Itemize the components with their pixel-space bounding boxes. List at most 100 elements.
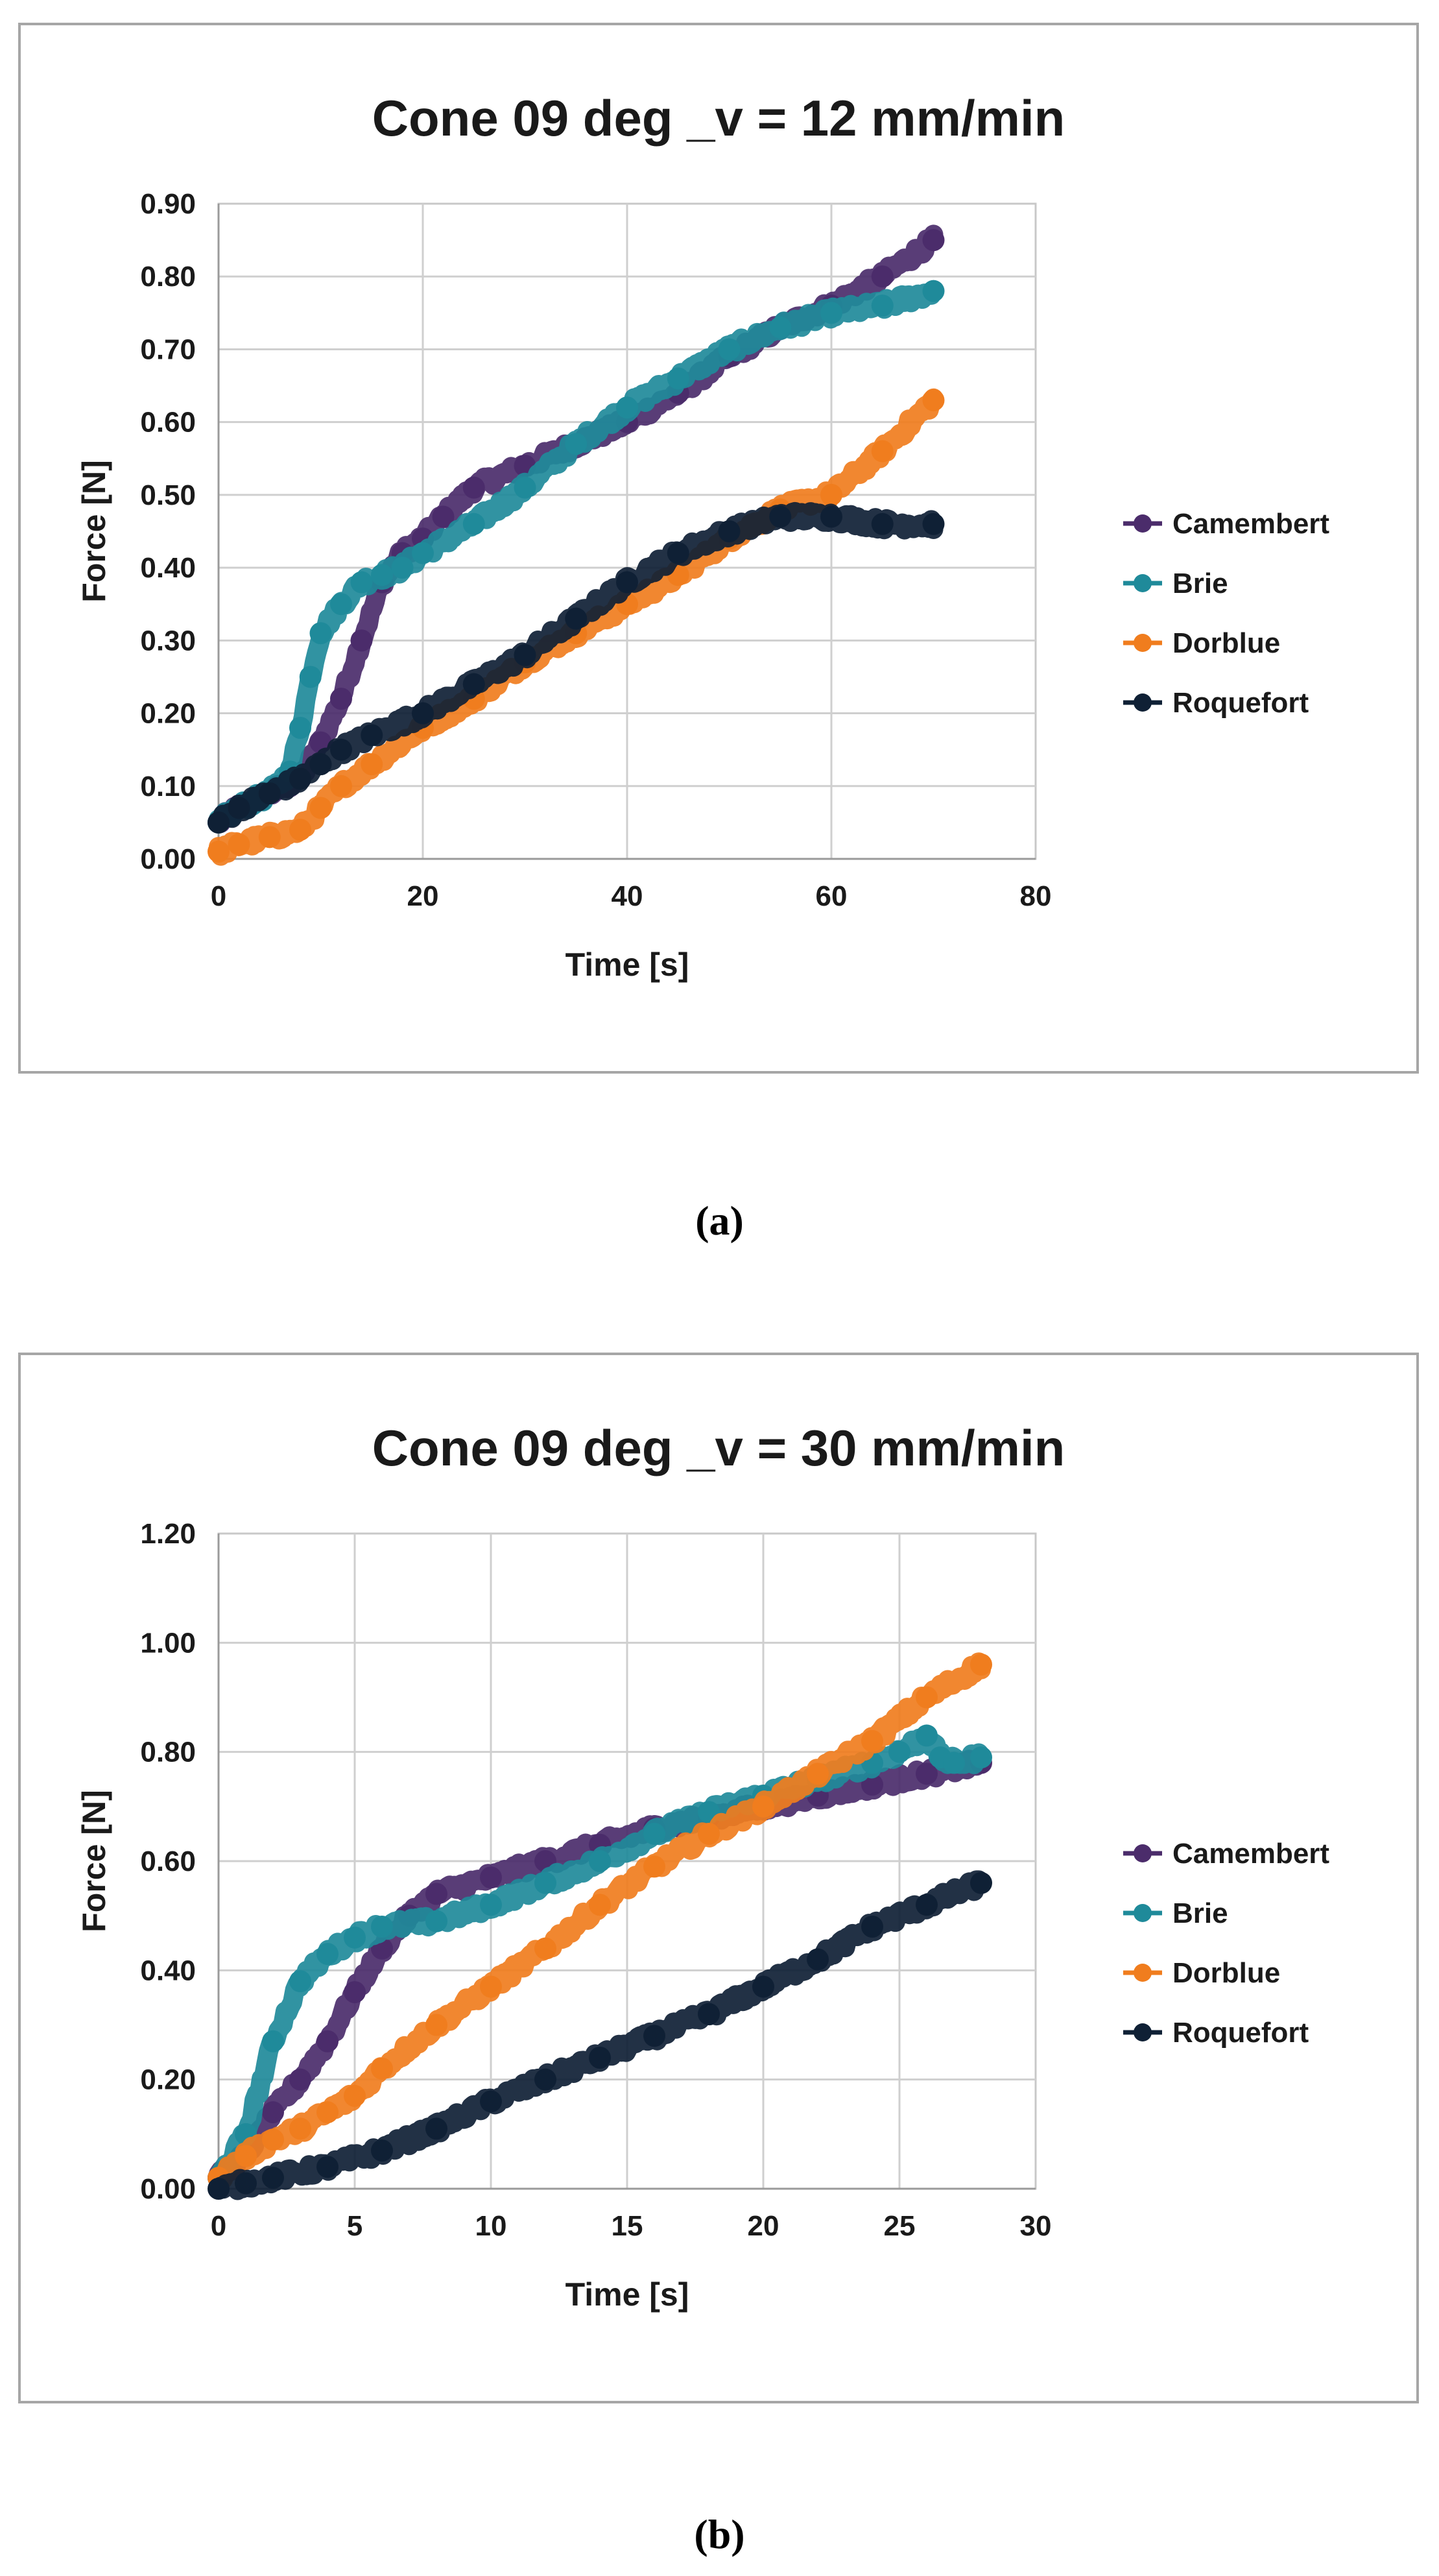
data-point [412,702,434,725]
data-point [344,1926,366,1949]
legend-swatch-marker [1134,634,1152,652]
data-point [208,2178,230,2200]
data-point [888,1740,910,1763]
y-tick-label: 0.00 [140,2173,196,2205]
data-point [371,1916,393,1938]
data-point [643,1822,665,1845]
y-tick-label: 0.20 [140,698,196,730]
data-point [698,1822,720,1845]
data-point [344,2084,366,2107]
data-point [361,724,383,747]
y-axis-label: Force [N] [76,1790,112,1932]
data-point [769,316,792,339]
legend-item-brie: Brie [1123,568,1228,599]
series-roquefort [208,501,945,834]
legend-label: Brie [1172,568,1228,599]
data-point [330,593,352,616]
data-point [350,629,373,652]
caption-b: (b) [694,2511,745,2557]
data-point [871,265,894,288]
legend-swatch-marker [1134,514,1152,533]
data-point [462,512,485,535]
data-point [514,476,536,499]
data-point [258,782,281,804]
y-tick-label: 0.00 [140,843,196,875]
data-point [462,476,485,499]
data-point [534,1937,556,1960]
data-point [698,2003,720,2025]
legend-swatch-marker [1134,2023,1152,2041]
data-point [916,1763,938,1785]
x-tick-label: 25 [884,2210,916,2242]
legend-label: Roquefort [1172,687,1309,719]
data-point [616,571,638,594]
chart-panel-b: Cone 09 deg _v = 30 mm/min 0 5 10 15 20 25 30 0.… [18,1353,1419,2403]
data-point [916,1894,938,1916]
x-tick-label: 0 [211,880,226,912]
legend-label: Roquefort [1172,2017,1309,2049]
x-tick-label: 15 [612,2210,643,2242]
y-tick-label: 0.40 [140,552,196,584]
y-tick-label: 0.40 [140,1955,196,1986]
x-tick-label: 5 [347,2210,363,2242]
data-point [391,557,414,579]
data-point [262,2101,284,2124]
y-tick-label: 0.10 [140,771,196,802]
chart-title: Cone 09 deg _v = 30 mm/min [372,1419,1065,1476]
chart-title: Cone 09 deg _v = 12 mm/min [372,90,1065,147]
data-point [480,1894,502,1916]
data-point [820,483,842,506]
data-point [970,1654,992,1676]
data-point [820,302,842,324]
legend-swatch-marker [1134,1904,1152,1922]
data-point [643,2025,665,2047]
x-axis-label: Time [s] [565,946,689,983]
legend-swatch-marker [1134,1964,1152,1982]
legend-item-brie: Brie [1123,1897,1228,1929]
x-tick-label: 40 [612,880,643,912]
data-point [922,389,945,411]
x-tick-label: 20 [748,2210,779,2242]
data-point [235,2172,257,2195]
data-point [316,1943,339,1966]
data-point [289,2117,311,2140]
data-point [718,520,741,542]
data-point [916,1724,938,1747]
data-point [330,688,352,710]
data-point [262,2030,284,2052]
y-tick-label: 0.20 [140,2064,196,2096]
legend-item-dorblue: Dorblue [1123,627,1280,659]
data-point [718,338,741,361]
series-dorblue [208,1652,992,2193]
legend-swatch-marker [1134,1844,1152,1862]
x-tick-label: 30 [1020,2210,1052,2242]
series-brie [208,280,945,834]
y-tick-label: 0.90 [140,188,196,220]
data-point [330,738,352,761]
data-point [235,2145,257,2167]
data-point [309,622,332,645]
data-point [970,1872,992,1894]
data-point [514,644,536,666]
data-point [589,2047,611,2069]
data-point [807,1763,829,1785]
data-point [371,564,393,586]
y-tick-label: 0.80 [140,261,196,293]
data-point [289,717,311,739]
data-point [462,673,485,695]
y-tick-label: 0.80 [140,1737,196,1768]
legend-label: Camembert [1172,1838,1329,1870]
y-tick-label: 0.60 [140,1846,196,1877]
data-point [922,229,945,252]
data-point [667,542,689,564]
legend-item-roquefort: Roquefort [1123,687,1309,719]
data-point [371,2139,393,2162]
data-point [262,2167,284,2189]
y-tick-label: 1.00 [140,1627,196,1659]
x-tick-label: 20 [407,880,439,912]
data-point [922,512,945,535]
data-point [871,295,894,317]
data-point [643,1855,665,1878]
data-point [316,2101,339,2124]
data-point [480,1866,502,1889]
